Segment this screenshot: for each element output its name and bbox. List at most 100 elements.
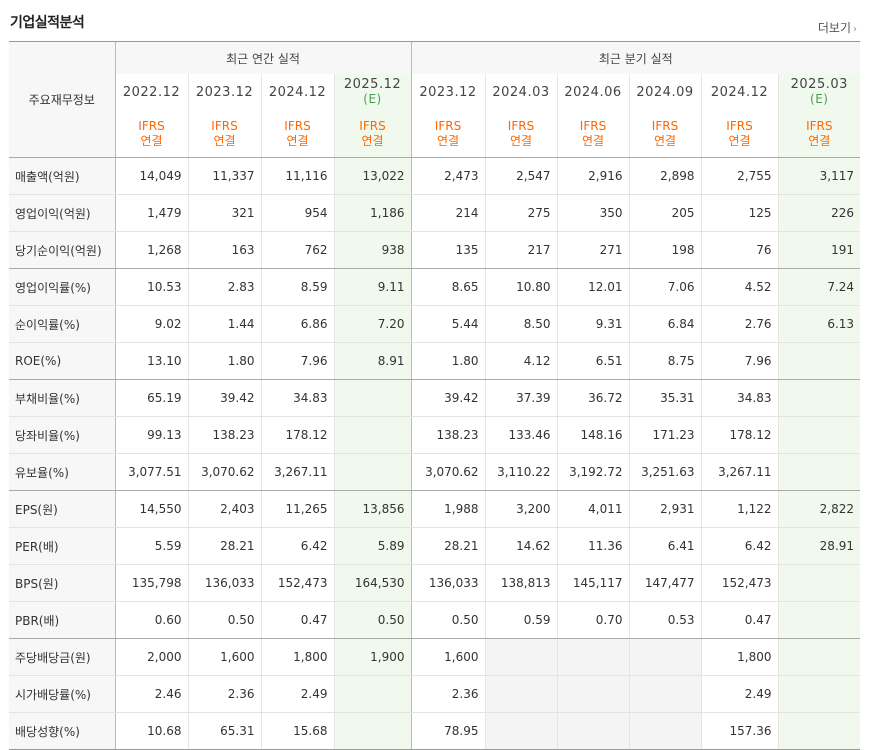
value-cell: 13,856 — [333, 490, 411, 528]
value-cell: 1.80 — [187, 342, 261, 380]
financial-table: 주요재무정보 최근 연간 실적 최근 분기 실적 2022.12 2023.12 2… — [9, 41, 861, 750]
value-cell: 1,600 — [187, 638, 261, 676]
value-cell: 2,916 — [556, 157, 629, 195]
value-cell: 3,251.63 — [628, 453, 701, 491]
value-cell: 138.23 — [410, 416, 485, 454]
value-cell: 9.11 — [333, 268, 411, 306]
value-cell: 6.51 — [556, 342, 629, 380]
period-label: 2023.12 — [419, 84, 477, 100]
period-label: 2024.06 — [564, 84, 622, 100]
value-cell: 14,550 — [114, 490, 188, 528]
row-label: PER(배) — [9, 527, 115, 565]
value-cell: 7.96 — [260, 342, 334, 380]
value-cell: 5.44 — [410, 305, 485, 343]
value-cell — [777, 601, 861, 639]
consolidated-label: 연결 — [581, 133, 605, 148]
value-cell — [777, 675, 861, 713]
value-cell: 214 — [410, 194, 485, 232]
value-cell: 8.91 — [333, 342, 411, 380]
table-row: 시가배당률(%) 2.46 2.36 2.49 2.36 2.49 — [9, 675, 861, 713]
value-cell: 157.36 — [700, 712, 778, 750]
value-cell: 125 — [700, 194, 778, 232]
value-cell: 138.23 — [187, 416, 261, 454]
value-cell: 2.76 — [700, 305, 778, 343]
value-cell: 5.59 — [114, 527, 188, 565]
table-row: 배당성향(%) 10.68 65.31 15.68 78.95 157.36 — [9, 712, 861, 750]
corner-label: 주요재무정보 — [9, 41, 115, 158]
quarter-group-header: 최근 분기 실적 — [410, 41, 861, 74]
value-cell: 164,530 — [333, 564, 411, 602]
value-cell: 0.50 — [187, 601, 261, 639]
period-header: 2024.12 — [260, 74, 334, 110]
row-label: PBR(배) — [9, 601, 115, 639]
row-label: 당좌비율(%) — [9, 416, 115, 454]
value-cell — [484, 712, 557, 750]
ifrs-label: IFRS — [211, 118, 238, 133]
period-label: 2025.12 — [343, 77, 402, 92]
table-row: 영업이익(억원) 1,479 321 954 1,186 214 275 350 205 125 2… — [9, 194, 861, 232]
accounting-basis: IFRS 연결 — [556, 110, 629, 158]
value-cell: 2.49 — [260, 675, 334, 713]
table-row: ROE(%) 13.10 1.80 7.96 8.91 1.80 4.12 6.51 8.75 7… — [9, 342, 861, 380]
value-cell: 2.36 — [187, 675, 261, 713]
period-label: 2023.12 — [195, 84, 254, 100]
value-cell: 3,267.11 — [700, 453, 778, 491]
value-cell: 11.36 — [556, 527, 629, 565]
chevron-right-icon: › — [853, 24, 857, 35]
value-cell: 2,898 — [628, 157, 701, 195]
period-label: 2022.12 — [122, 84, 181, 100]
value-cell — [556, 712, 629, 750]
value-cell: 28.21 — [410, 527, 485, 565]
period-header: 2024.06 — [556, 74, 629, 110]
value-cell: 163 — [187, 231, 261, 269]
value-cell: 15.68 — [260, 712, 334, 750]
consolidated-label: 연결 — [361, 133, 384, 148]
accounting-basis: IFRS 연결 — [333, 110, 411, 158]
value-cell: 11,265 — [260, 490, 334, 528]
value-cell: 138,813 — [484, 564, 557, 602]
consolidated-label: 연결 — [436, 133, 460, 148]
value-cell: 217 — [484, 231, 557, 269]
value-cell: 14.62 — [484, 527, 557, 565]
value-cell — [628, 712, 701, 750]
value-cell: 0.59 — [484, 601, 557, 639]
value-cell: 6.42 — [700, 527, 778, 565]
estimate-mark: (E) — [810, 92, 829, 106]
value-cell: 275 — [484, 194, 557, 232]
period-label: 2024.09 — [636, 84, 694, 100]
row-label: 주당배당금(원) — [9, 638, 115, 676]
period-header: 2022.12 — [114, 74, 188, 110]
consolidated-label: 연결 — [140, 133, 163, 148]
value-cell: 4.52 — [700, 268, 778, 306]
value-cell: 1,600 — [410, 638, 485, 676]
value-cell: 147,477 — [628, 564, 701, 602]
ifrs-label: IFRS — [507, 118, 535, 133]
value-cell: 136,033 — [410, 564, 485, 602]
value-cell: 10.53 — [114, 268, 188, 306]
value-cell: 191 — [777, 231, 861, 269]
period-label: 2025.03 — [790, 77, 848, 92]
row-label: 영업이익률(%) — [9, 268, 115, 306]
value-cell: 28.21 — [187, 527, 261, 565]
value-cell: 2.46 — [114, 675, 188, 713]
value-cell — [777, 712, 861, 750]
period-header: 2023.12 — [187, 74, 261, 110]
period-header: 2024.09 — [628, 74, 701, 110]
value-cell — [333, 675, 411, 713]
value-cell: 3,070.62 — [410, 453, 485, 491]
value-cell: 2,403 — [187, 490, 261, 528]
consolidated-label: 연결 — [213, 133, 236, 148]
value-cell: 135,798 — [114, 564, 188, 602]
value-cell: 135 — [410, 231, 485, 269]
value-cell: 5.89 — [333, 527, 411, 565]
value-cell: 762 — [260, 231, 334, 269]
period-header: 2024.12 — [700, 74, 778, 110]
accounting-basis: IFRS 연결 — [700, 110, 778, 158]
value-cell: 0.70 — [556, 601, 629, 639]
value-cell: 1.44 — [187, 305, 261, 343]
table-row: 당기순이익(억원) 1,268 163 762 938 135 217 271 198 76 191 — [9, 231, 861, 269]
value-cell: 6.42 — [260, 527, 334, 565]
ifrs-label: IFRS — [651, 118, 679, 133]
value-cell: 198 — [628, 231, 701, 269]
more-link[interactable]: 더보기 › — [818, 19, 857, 36]
